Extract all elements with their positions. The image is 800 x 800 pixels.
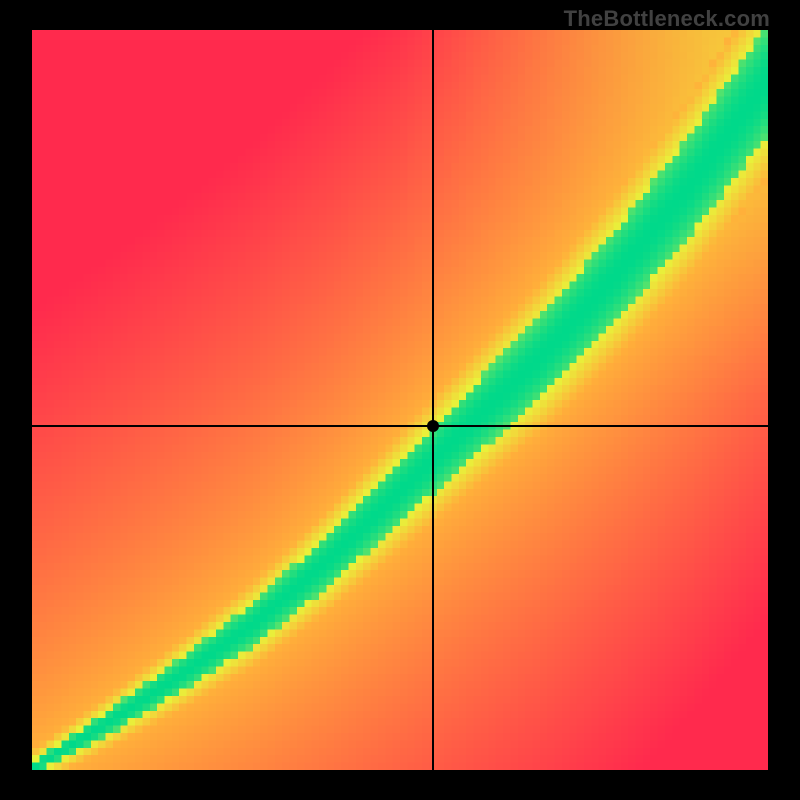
- crosshair-marker[interactable]: [427, 420, 439, 432]
- chart-frame: TheBottleneck.com: [0, 0, 800, 800]
- bottleneck-heatmap: [32, 30, 768, 770]
- crosshair-vertical: [432, 30, 434, 770]
- watermark-text: TheBottleneck.com: [564, 6, 770, 32]
- crosshair-horizontal: [32, 425, 768, 427]
